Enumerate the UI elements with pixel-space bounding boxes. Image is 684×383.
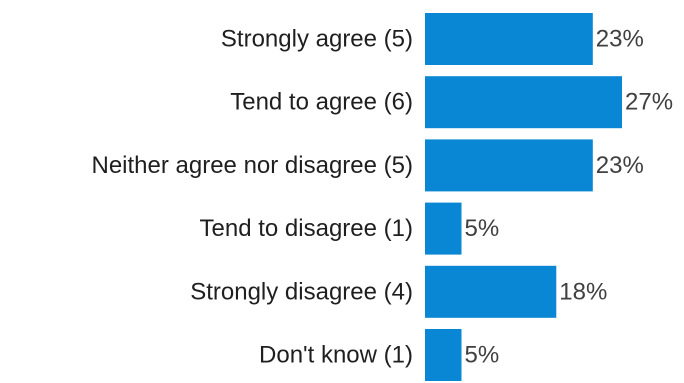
bar-3 <box>425 202 462 255</box>
value-label: 23% <box>596 152 644 179</box>
value-label: 5% <box>465 342 500 369</box>
category-label: Strongly agree (5) <box>221 26 413 53</box>
category-label: Neither agree nor disagree (5) <box>91 152 413 179</box>
value-label: 27% <box>625 89 673 116</box>
bar-0 <box>425 13 593 65</box>
value-label: 18% <box>559 278 607 305</box>
value-label: 5% <box>465 215 500 242</box>
bar-4 <box>425 265 557 318</box>
bars-group <box>425 13 622 381</box>
category-label: Strongly disagree (4) <box>190 278 413 305</box>
category-label: Tend to agree (6) <box>230 89 413 116</box>
bar-1 <box>425 76 622 129</box>
category-label: Tend to disagree (1) <box>200 215 413 242</box>
value-labels-group: 23% 27% 23% 5% 18% 5% <box>465 26 674 369</box>
category-labels-group: Strongly agree (5) Tend to agree (6) Neith… <box>91 26 413 369</box>
bar-2 <box>425 139 593 192</box>
category-label: Don't know (1) <box>259 342 413 369</box>
value-label: 23% <box>596 26 644 53</box>
bar-5 <box>425 329 462 381</box>
